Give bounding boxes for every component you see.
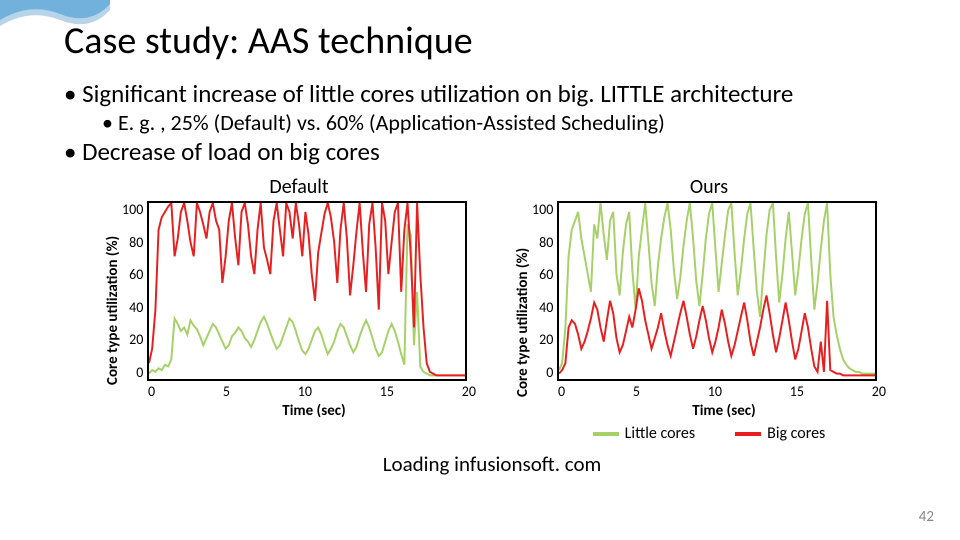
chart-row: Default Core type utilization (%) 100 80… bbox=[104, 175, 920, 443]
chart-ours-title: Ours bbox=[514, 175, 904, 199]
chart-legend: Little cores Big cores bbox=[532, 424, 886, 443]
legend-big-swatch bbox=[735, 432, 761, 436]
legend-big: Big cores bbox=[735, 424, 825, 443]
bullet-2: Decrease of load on big cores bbox=[64, 136, 920, 167]
chart-ours-plot bbox=[557, 201, 877, 381]
x-ticks: 0 5 10 15 20 bbox=[558, 383, 886, 400]
caption: Loading infusionsoft. com bbox=[64, 451, 920, 477]
chart-default-title: Default bbox=[104, 175, 494, 199]
slide: Case study: AAS technique Significant in… bbox=[0, 0, 960, 540]
bullet-1-sub: E. g. , 25% (Default) vs. 60% (Applicati… bbox=[102, 109, 920, 136]
y-ticks: 100 80 60 40 20 0 bbox=[532, 201, 557, 381]
slide-title: Case study: AAS technique bbox=[64, 18, 920, 64]
chart-ours: Ours Core type utilization (%) 100 80 60… bbox=[514, 175, 904, 443]
chart-default-plot bbox=[147, 201, 467, 381]
y-axis-label: Core type utilization (%) bbox=[514, 201, 532, 443]
x-axis-label: Time (sec) bbox=[152, 402, 476, 420]
corner-wave-decoration bbox=[0, 0, 110, 60]
page-number: 42 bbox=[919, 508, 934, 526]
chart-default: Default Core type utilization (%) 100 80… bbox=[104, 175, 494, 443]
legend-little-swatch bbox=[593, 432, 619, 436]
y-ticks: 100 80 60 40 20 0 bbox=[122, 201, 147, 381]
x-ticks: 0 5 10 15 20 bbox=[148, 383, 476, 400]
legend-little: Little cores bbox=[593, 424, 695, 443]
bullet-1: Significant increase of little cores uti… bbox=[64, 78, 920, 109]
bullet-list: Significant increase of little cores uti… bbox=[64, 78, 920, 167]
x-axis-label: Time (sec) bbox=[562, 402, 886, 420]
y-axis-label: Core type utilization (%) bbox=[104, 201, 122, 420]
